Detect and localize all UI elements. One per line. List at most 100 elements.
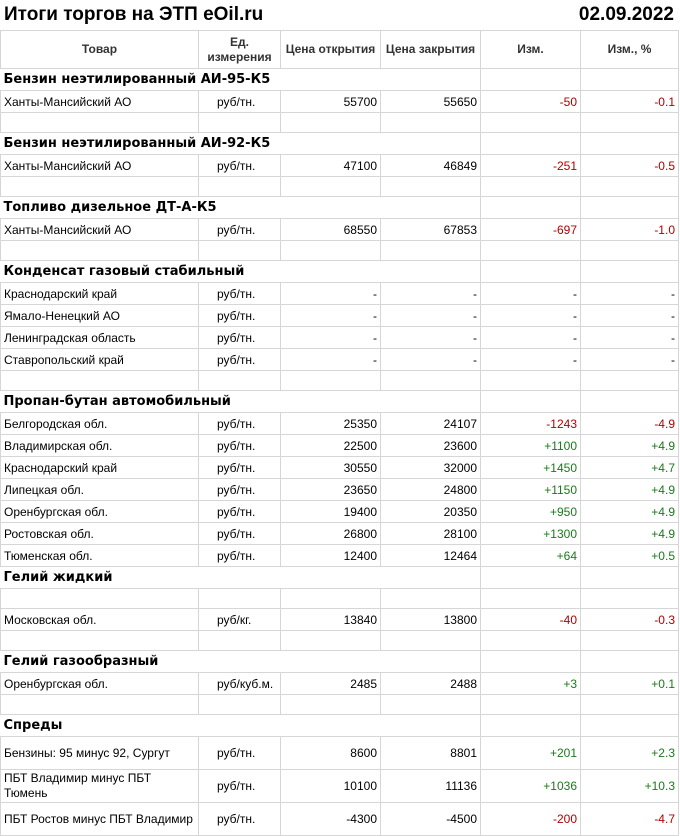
section-row: Пропан-бутан автомобильный xyxy=(0,390,679,413)
region: Владимирская обл. xyxy=(0,434,199,457)
region: Тюменская обл. xyxy=(0,544,199,567)
empty-cell xyxy=(198,370,281,391)
empty-cell xyxy=(280,370,381,391)
empty-cell xyxy=(0,370,199,391)
data-row: ПБТ Владимир минус ПБТ Тюмень руб/тн. 1010… xyxy=(0,769,679,803)
close-price: - xyxy=(380,304,481,327)
change-pct: +0.5 xyxy=(580,544,679,567)
column-header: Цена открытия xyxy=(280,30,381,69)
region: Ханты-Мансийский АО xyxy=(0,154,199,177)
open-price: - xyxy=(280,282,381,305)
empty-cell xyxy=(580,240,679,261)
section-row: Топливо дизельное ДТ-А-К5 xyxy=(0,196,679,219)
unit: руб/тн. xyxy=(198,802,281,836)
change-pct: +10.3 xyxy=(580,769,679,803)
data-row: Ростовская обл. руб/тн. 26800 28100 +1300 +4.… xyxy=(0,522,679,545)
price-table: Товар Ед. измерения Цена открытия Цена закр… xyxy=(0,30,679,836)
change: +201 xyxy=(480,736,581,770)
section-title: Гелий газообразный xyxy=(0,650,481,673)
unit: руб/тн. xyxy=(198,326,281,349)
empty-cell xyxy=(580,650,679,673)
data-row: Ленинградская область руб/тн. - - - - xyxy=(0,326,679,349)
section-title: Пропан-бутан автомобильный xyxy=(0,390,481,413)
region: Оренбургская обл. xyxy=(0,500,199,523)
change-pct: +0.1 xyxy=(580,672,679,695)
data-row: Белгородская обл. руб/тн. 25350 24107 -1243-… xyxy=(0,412,679,435)
region: Бензины: 95 минус 92, Сургут xyxy=(0,736,199,770)
empty-cell xyxy=(280,588,381,609)
section-row: Спреды xyxy=(0,714,679,737)
empty-cell xyxy=(580,566,679,589)
change: -50 xyxy=(480,90,581,113)
open-price: - xyxy=(280,326,381,349)
open-price: - xyxy=(280,348,381,371)
spacer-row xyxy=(0,370,679,391)
unit: руб/тн. xyxy=(198,544,281,567)
spacer-row xyxy=(0,112,679,133)
empty-cell xyxy=(480,390,581,413)
region: ПБТ Ростов минус ПБТ Владимир xyxy=(0,802,199,836)
region: Ханты-Мансийский АО xyxy=(0,90,199,113)
unit: руб/кг. xyxy=(198,608,281,631)
empty-cell xyxy=(198,112,281,133)
empty-cell xyxy=(0,630,199,651)
region: Ханты-Мансийский АО xyxy=(0,218,199,241)
region: ПБТ Владимир минус ПБТ Тюмень xyxy=(0,769,199,803)
change-pct: +4.7 xyxy=(580,456,679,479)
empty-cell xyxy=(580,68,679,91)
open-price: 25350 xyxy=(280,412,381,435)
data-row: Московская обл. руб/кг. 13840 13800 -40 -0.3 xyxy=(0,608,679,631)
region: Краснодарский край xyxy=(0,282,199,305)
data-row: Краснодарский край руб/тн. - - - - xyxy=(0,282,679,305)
open-price: - xyxy=(280,304,381,327)
empty-cell xyxy=(280,630,381,651)
unit: руб/тн. xyxy=(198,218,281,241)
change-pct: +4.9 xyxy=(580,522,679,545)
change-pct: -0.5 xyxy=(580,154,679,177)
open-price: 68550 xyxy=(280,218,381,241)
data-row: Владимирская обл. руб/тн. 22500 23600 +1100 +… xyxy=(0,434,679,457)
empty-cell xyxy=(280,176,381,197)
close-price: 13800 xyxy=(380,608,481,631)
close-price: 20350 xyxy=(380,500,481,523)
empty-cell xyxy=(280,240,381,261)
empty-cell xyxy=(380,630,481,651)
section-title: Гелий жидкий xyxy=(0,566,481,589)
section-row: Гелий газообразный xyxy=(0,650,679,673)
data-row: Краснодарский край руб/тн. 30550 32000 +1450… xyxy=(0,456,679,479)
empty-cell xyxy=(380,370,481,391)
empty-cell xyxy=(198,694,281,715)
unit: руб/тн. xyxy=(198,769,281,803)
close-price: - xyxy=(380,282,481,305)
empty-cell xyxy=(0,240,199,261)
empty-cell xyxy=(480,694,581,715)
change-pct: - xyxy=(580,282,679,305)
change-pct: -0.1 xyxy=(580,90,679,113)
empty-cell xyxy=(480,260,581,283)
empty-cell xyxy=(580,260,679,283)
data-row: Ханты-Мансийский АО руб/тн. 68550 67853 -697… xyxy=(0,218,679,241)
empty-cell xyxy=(480,370,581,391)
change: -1243 xyxy=(480,412,581,435)
change-pct: -4.9 xyxy=(580,412,679,435)
change-pct: +4.9 xyxy=(580,478,679,501)
unit: руб/тн. xyxy=(198,304,281,327)
change-pct: - xyxy=(580,348,679,371)
data-row: Ставропольский край руб/тн. - - - - xyxy=(0,348,679,371)
close-price: 67853 xyxy=(380,218,481,241)
region: Липецкая обл. xyxy=(0,478,199,501)
change: +1300 xyxy=(480,522,581,545)
column-header: Изм. xyxy=(480,30,581,69)
section-row: Бензин неэтилированный АИ-92-К5 xyxy=(0,132,679,155)
close-price: 32000 xyxy=(380,456,481,479)
data-row: Ханты-Мансийский АО руб/тн. 55700 55650 -50-… xyxy=(0,90,679,113)
empty-cell xyxy=(198,240,281,261)
empty-cell xyxy=(198,630,281,651)
unit: руб/тн. xyxy=(198,348,281,371)
data-row: Оренбургская обл. руб/тн. 19400 20350 +950 +4… xyxy=(0,500,679,523)
unit: руб/тн. xyxy=(198,412,281,435)
change: - xyxy=(480,282,581,305)
close-price: - xyxy=(380,348,481,371)
empty-cell xyxy=(480,112,581,133)
change: +1100 xyxy=(480,434,581,457)
